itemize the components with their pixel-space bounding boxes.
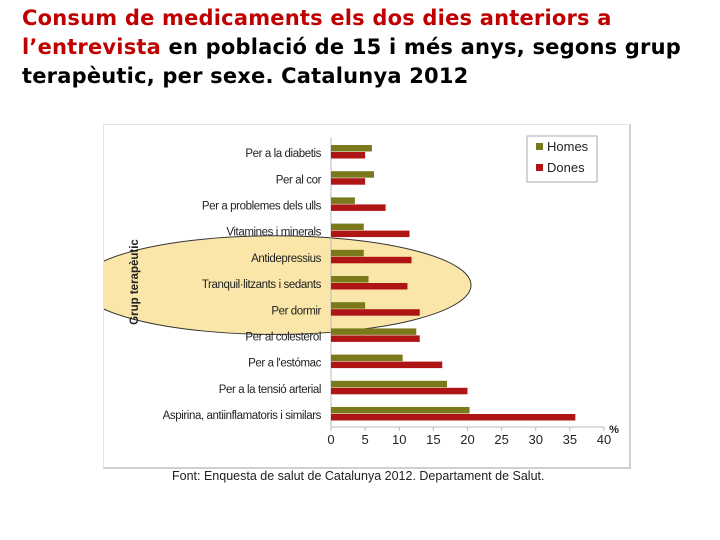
bar-dones — [331, 361, 443, 369]
x-axis-label: % — [609, 424, 619, 436]
bar-dones — [331, 178, 366, 185]
x-tick-label: 0 — [327, 432, 334, 447]
category-label: Vitamines i minerals — [226, 227, 321, 239]
title-rest: en població de 15 i més anys, segons gru… — [22, 35, 681, 88]
legend-label-homes: Homes — [547, 139, 589, 154]
category-label: Per a la tensió arterial — [219, 384, 321, 396]
bar-chart: Per a la diabetis Per al cor Per a problem… — [104, 135, 619, 447]
chart-figure: Per a la diabetis Per al cor Per a problem… — [103, 124, 631, 469]
bar-dones — [331, 152, 366, 159]
legend-label-dones: Dones — [547, 160, 585, 175]
bar-homes — [331, 197, 355, 204]
x-tick-label: 35 — [563, 432, 577, 447]
category-label: Per dormir — [271, 305, 321, 317]
bar-dones — [331, 335, 420, 342]
category-label: Per a l'estómac — [248, 358, 322, 370]
x-tick-label: 15 — [426, 432, 440, 447]
bar-homes — [331, 223, 364, 231]
category-label: Per al colesterol — [245, 332, 321, 344]
bar-dones — [331, 283, 408, 290]
category-label: Antidepressius — [251, 253, 321, 265]
bar-dones — [331, 204, 386, 211]
bar-dones — [331, 414, 576, 421]
x-tick-label: 20 — [460, 432, 474, 447]
bar-homes — [331, 249, 364, 257]
source-caption: Font: Enquesta de salut de Catalunya 201… — [172, 469, 545, 483]
category-label: Per a la diabetis — [245, 148, 321, 160]
bar-homes — [331, 407, 470, 414]
y-axis-label: Grup terapèutic — [129, 239, 141, 325]
bar-homes — [331, 354, 403, 362]
bar-homes — [331, 328, 417, 335]
bar-dones — [331, 256, 412, 264]
category-label: Tranquil·litzants i sedants — [202, 279, 322, 291]
title-highlight: Consum de medicaments els dos dies anter… — [22, 6, 612, 59]
category-label: Per al cor — [276, 174, 322, 186]
x-tick-label: 40 — [597, 432, 611, 447]
x-tick-label: 30 — [529, 432, 543, 447]
category-label: Aspirina, antiinflamatoris i similars — [163, 410, 322, 422]
bar-homes — [331, 302, 366, 309]
bar-homes — [331, 380, 448, 388]
x-tick-label: 5 — [362, 432, 369, 447]
legend-swatch-dones — [536, 164, 543, 171]
bar-homes — [331, 276, 369, 283]
bar-dones — [331, 230, 410, 238]
bar-dones — [331, 309, 420, 316]
category-label: Per a problemes dels ulls — [202, 201, 322, 213]
x-tick-label: 25 — [494, 432, 508, 447]
legend: Homes Dones — [526, 135, 598, 183]
legend-swatch-homes — [536, 143, 543, 150]
bar-dones — [331, 387, 468, 395]
x-tick-label: 10 — [392, 432, 406, 447]
slide-title: Consum de medicaments els dos dies anter… — [22, 4, 702, 91]
bar-homes — [331, 171, 374, 178]
bar-homes — [331, 145, 372, 152]
